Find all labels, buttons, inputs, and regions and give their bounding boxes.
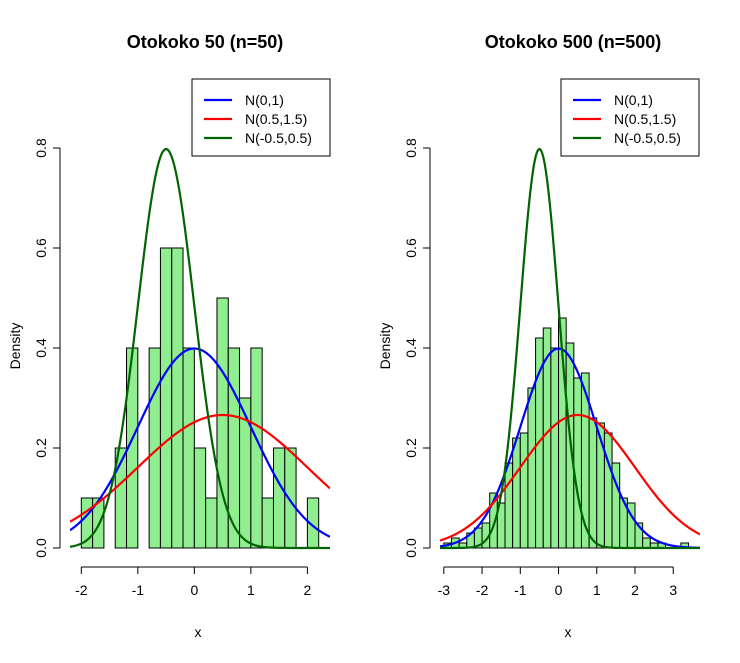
histogram-bars: [80, 247, 320, 549]
x-tick-label: -2: [75, 582, 88, 598]
y-tick-label: 0.6: [403, 238, 419, 258]
histogram-bar: [193, 447, 207, 549]
legend-label: N(0,1): [245, 92, 284, 108]
x-tick-label: -3: [438, 582, 451, 598]
x-tick-label: 1: [593, 582, 601, 598]
x-tick-label: 2: [631, 582, 639, 598]
y-tick-label: 0.2: [403, 438, 419, 458]
histogram-bar: [519, 432, 529, 549]
legend-label: N(0,1): [614, 92, 653, 108]
histogram-bar: [527, 387, 537, 549]
legend: N(0,1) N(0.5,1.5) N(-0.5,0.5): [560, 78, 700, 157]
x-axis: -2 -1 0 1 2 x: [75, 566, 311, 640]
legend-label: N(-0.5,0.5): [614, 130, 681, 146]
y-tick-label: 0.8: [33, 138, 49, 158]
histogram-bar: [205, 497, 218, 549]
y-tick-label: 0.2: [33, 438, 49, 458]
x-axis-label: x: [195, 624, 202, 640]
histogram-bar: [171, 247, 184, 549]
x-tick-label: -1: [514, 582, 527, 598]
legend-box: [560, 78, 700, 157]
y-tick-label: 0.4: [403, 338, 419, 358]
x-axis: -3 -2 -1 0 1 2 3 x: [438, 566, 677, 640]
histogram-bar: [642, 537, 651, 549]
y-tick-label: 0.8: [403, 138, 419, 158]
x-tick-label: 1: [247, 582, 255, 598]
histogram-bar: [250, 347, 263, 549]
y-axis: 0.0 0.2 0.4 0.6 0.8 Density: [7, 138, 61, 558]
density-curve: [440, 147, 700, 550]
y-tick-label: 0.6: [33, 238, 49, 258]
density-curves: [70, 147, 330, 550]
legend-box: [191, 78, 331, 157]
chart-panel-2: Otokoko 500 (n=500)-3 -2 -1 0 1 2 3x0.00.20.40…: [377, 32, 700, 640]
x-tick-label: 0: [190, 582, 198, 598]
histogram-bar: [588, 417, 598, 549]
y-axis: 0.0 0.2 0.4 0.6 0.8 Density: [377, 138, 431, 558]
histogram-bar: [603, 432, 613, 549]
chart-title: Otokoko 500 (n=500): [485, 32, 662, 52]
x-tick-label: 2: [303, 582, 311, 598]
histogram-bar: [92, 497, 105, 549]
density-curve: [440, 413, 700, 542]
density-curve: [70, 413, 330, 523]
legend-label: N(-0.5,0.5): [245, 130, 312, 146]
x-tick-label: -1: [132, 582, 145, 598]
x-tick-label: -2: [476, 582, 489, 598]
legend-label: N(0.5,1.5): [245, 111, 307, 127]
x-tick-label: 0: [555, 582, 563, 598]
y-tick-label: 0.0: [403, 538, 419, 558]
density-curve: [70, 147, 330, 550]
x-tick-label: 3: [669, 582, 677, 598]
histogram-bar: [550, 347, 560, 549]
histogram-bar: [573, 377, 582, 549]
histogram-bar: [159, 247, 173, 549]
histogram-bar: [504, 462, 514, 549]
histogram-bar: [182, 347, 195, 549]
density-curve: [440, 347, 700, 549]
histogram-bar: [284, 447, 297, 549]
legend-label: N(0.5,1.5): [614, 111, 676, 127]
x-axis-label: x: [565, 624, 572, 640]
chart-panel-1: Otokoko 50 (n=50) -2 -1 0 1 2 x 0.0 0.2 0.4 0.6 0.8…: [7, 32, 331, 640]
y-axis-label: Density: [7, 323, 23, 370]
legend: N(0,1) N(0.5,1.5) N(-0.5,0.5): [191, 78, 331, 157]
density-curves: [440, 147, 700, 550]
y-tick-label: 0.4: [33, 338, 49, 358]
histogram-bar: [272, 447, 286, 549]
y-tick-label: 0.0: [33, 538, 49, 558]
histogram-bar: [512, 437, 521, 549]
y-axis-label: Density: [377, 323, 393, 370]
chart-title: Otokoko 50 (n=50): [127, 32, 284, 52]
histogram-bar: [261, 497, 274, 549]
